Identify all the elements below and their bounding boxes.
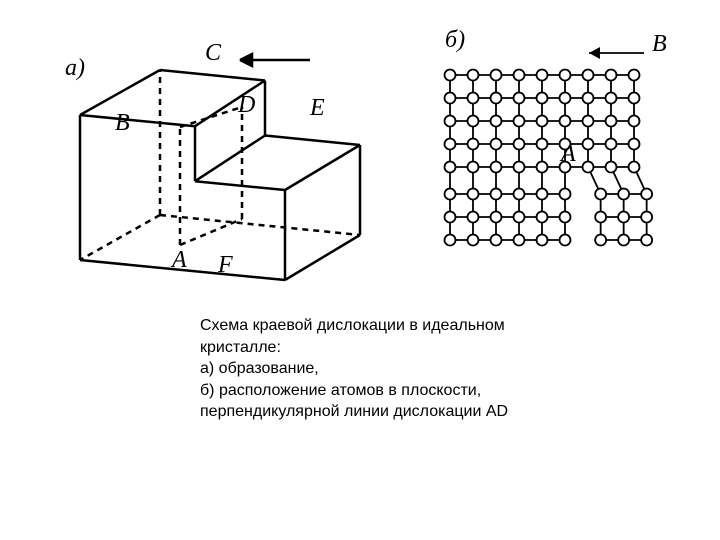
figure-a: а) A B C D E F (60, 30, 370, 290)
caption-line2: кристалле: (200, 337, 508, 359)
label-a-A: A (172, 247, 187, 274)
caption-line1: Схема краевой дислокации в идеальном (200, 315, 508, 337)
figure-a-tag: а) (65, 55, 85, 82)
figure-b-tag: б) (445, 27, 465, 54)
caption: Схема краевой дислокации в идеальном кри… (200, 315, 508, 423)
label-a-F: F (218, 252, 233, 279)
caption-line3: а) образование, (200, 358, 508, 380)
label-a-E: E (310, 95, 325, 122)
label-a-D: D (238, 92, 255, 119)
label-a-C: C (205, 40, 221, 67)
figure-b: б) A B (420, 35, 700, 285)
caption-line5: перпендикулярной линии дислокации AD (200, 401, 508, 423)
label-a-B: B (115, 110, 130, 137)
caption-line4: б) расположение атомов в плоскости, (200, 380, 508, 402)
figure-b-svg (420, 35, 700, 285)
figure-a-svg (60, 30, 370, 290)
label-b-B: B (652, 31, 667, 58)
label-b-A: A (561, 141, 576, 168)
